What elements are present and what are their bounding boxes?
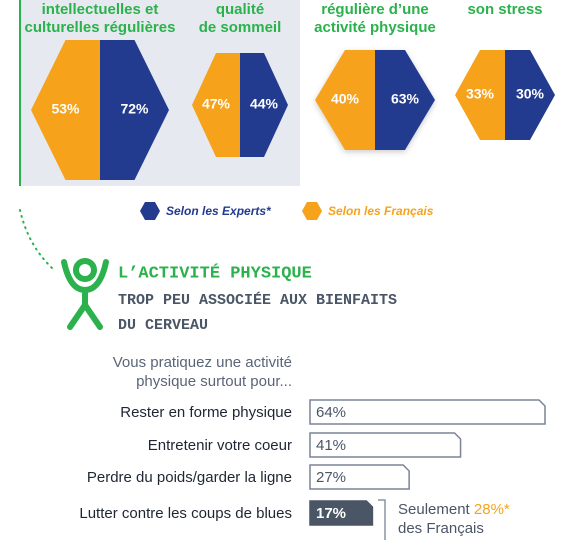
hexagon-half	[100, 40, 169, 180]
question: physique surtout pour...	[136, 373, 292, 390]
bar-value: 17%	[316, 505, 346, 522]
note-prefix: Seulement	[398, 501, 474, 518]
hexagon	[31, 40, 169, 180]
hexagon-title: son stress	[467, 1, 542, 18]
hexagon-value: 63%	[391, 91, 420, 107]
bar-value: 64%	[316, 404, 346, 421]
legend-label: Selon les Français	[328, 204, 434, 218]
note: Seulement 28%*	[398, 501, 510, 518]
hexagon-value: 33%	[466, 86, 495, 102]
section-subtitle: DU CERVEAU	[118, 317, 208, 334]
bracket	[378, 499, 386, 540]
bar	[309, 464, 410, 490]
hexagon-value: 72%	[120, 101, 149, 117]
category-label: Lutter contre les coups de blues	[79, 505, 292, 522]
hexagon-half	[31, 40, 100, 180]
category-label: Perdre du poids/garder la ligne	[87, 469, 292, 486]
hexagon-half	[192, 53, 240, 157]
bar-value: 27%	[316, 469, 346, 486]
runner-icon	[61, 258, 109, 330]
hexagon-value: 30%	[516, 86, 545, 102]
hexagon	[315, 50, 435, 150]
hexagon-title: intellectuelles et	[42, 1, 159, 18]
hexagon-title: qualité	[216, 1, 264, 18]
bar	[309, 399, 546, 425]
hexagon-half	[375, 50, 435, 150]
note: des Français	[398, 520, 484, 537]
bar	[309, 432, 462, 458]
hexagon-title: culturelles régulières	[25, 19, 176, 36]
hexagon-half	[315, 50, 375, 150]
hexagon-title: de sommeil	[199, 19, 282, 36]
legend-label: Selon les Experts*	[166, 204, 272, 218]
category-label: Rester en forme physique	[120, 404, 292, 421]
hexagon-half	[240, 53, 288, 157]
hexagon-half	[505, 50, 555, 140]
section-title: L’ACTIVITÉ PHYSIQUE	[118, 263, 312, 283]
legend-swatch	[302, 202, 322, 220]
hexagon	[192, 53, 288, 157]
question: Vous pratiquez une activité	[113, 354, 292, 371]
legend-swatch	[140, 202, 160, 220]
hexagon	[455, 50, 555, 140]
section-subtitle: TROP PEU ASSOCIÉE AUX BIENFAITS	[118, 291, 397, 309]
hexagon-value: 47%	[202, 96, 231, 112]
bar-value: 41%	[316, 437, 346, 454]
dotted-connector	[19, 209, 53, 269]
hexagon-value: 44%	[250, 96, 279, 112]
hexagon-title: activité physique	[314, 19, 436, 36]
hexagon-title: régulière d’une	[321, 1, 429, 18]
hexagon-half	[455, 50, 505, 140]
category-label: Entretenir votre coeur	[148, 437, 292, 454]
hexagon-value: 53%	[51, 101, 80, 117]
bar	[309, 500, 374, 526]
note-highlight: 28%*	[474, 501, 510, 518]
hexagon-value: 40%	[331, 91, 360, 107]
